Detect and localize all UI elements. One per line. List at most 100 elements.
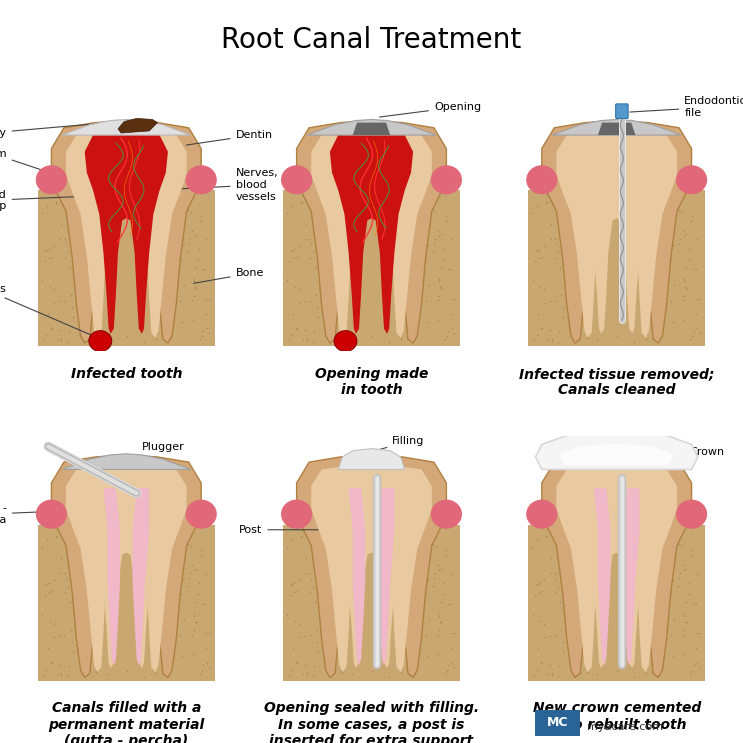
Text: Infected
pulp: Infected pulp: [0, 189, 103, 212]
Point: [611, 331, 623, 343]
Polygon shape: [348, 488, 366, 665]
Text: myacare.com: myacare.com: [587, 721, 663, 732]
Point: [446, 627, 458, 639]
Point: [420, 295, 432, 307]
Point: [52, 668, 64, 680]
Point: [538, 240, 550, 252]
Point: [686, 210, 698, 221]
Point: [284, 255, 296, 267]
Point: [44, 281, 56, 293]
Point: [678, 565, 690, 577]
Point: [36, 542, 48, 554]
Point: [48, 574, 59, 586]
Point: [539, 296, 551, 308]
Point: [679, 616, 691, 628]
Point: [444, 264, 456, 276]
Point: [66, 636, 78, 648]
Point: [533, 586, 545, 598]
Point: [694, 661, 706, 673]
Point: [305, 239, 317, 250]
Point: [304, 295, 316, 307]
Point: [311, 565, 323, 577]
Point: [529, 255, 541, 267]
Polygon shape: [542, 455, 692, 678]
Point: [553, 325, 565, 337]
Point: [77, 575, 88, 587]
Point: [611, 665, 623, 677]
Point: [531, 534, 543, 546]
Point: [557, 302, 568, 314]
Point: [412, 279, 424, 291]
Point: [554, 596, 566, 608]
Point: [59, 573, 71, 585]
Point: [433, 273, 445, 285]
Point: [324, 227, 336, 239]
Point: [526, 207, 538, 219]
Point: [80, 335, 91, 347]
Point: [672, 245, 684, 257]
Point: [433, 230, 445, 242]
Point: [694, 293, 706, 305]
Polygon shape: [296, 455, 447, 678]
Point: [655, 584, 667, 596]
Polygon shape: [536, 430, 698, 470]
Point: [684, 334, 696, 345]
Point: [301, 333, 313, 345]
Point: [204, 293, 215, 305]
Polygon shape: [557, 463, 677, 672]
Polygon shape: [528, 190, 705, 346]
Point: [658, 614, 669, 626]
Point: [204, 628, 215, 640]
Point: [190, 616, 202, 628]
Point: [658, 224, 670, 236]
Point: [549, 252, 561, 264]
Point: [190, 262, 202, 273]
Point: [65, 623, 77, 635]
Point: [51, 189, 63, 201]
Point: [536, 658, 548, 669]
Point: [194, 334, 206, 345]
Point: [53, 659, 65, 671]
Point: [291, 250, 303, 262]
Point: [197, 659, 209, 671]
Point: [172, 610, 184, 622]
Point: [552, 670, 564, 682]
Point: [283, 669, 295, 681]
Point: [322, 241, 334, 253]
Point: [312, 311, 324, 323]
Point: [150, 333, 162, 345]
Point: [640, 333, 652, 345]
Point: [687, 331, 698, 343]
Point: [189, 282, 201, 293]
Point: [195, 210, 207, 221]
Point: [190, 562, 202, 574]
Point: [433, 610, 445, 622]
Point: [550, 233, 562, 244]
Point: [529, 589, 541, 601]
Point: [90, 666, 102, 678]
Point: [336, 332, 348, 344]
Point: [305, 233, 317, 244]
Point: [160, 313, 172, 325]
Point: [546, 669, 558, 681]
Point: [433, 290, 445, 302]
Point: [580, 666, 592, 678]
Point: [402, 666, 414, 678]
Point: [194, 668, 206, 680]
Point: [435, 616, 447, 628]
Point: [666, 651, 678, 663]
Point: [311, 636, 323, 648]
Point: [36, 274, 48, 286]
Point: [429, 567, 441, 579]
Point: [532, 245, 544, 257]
Ellipse shape: [36, 499, 67, 529]
Point: [189, 616, 201, 628]
Point: [409, 289, 421, 301]
Point: [90, 331, 102, 343]
Point: [67, 646, 79, 658]
Point: [197, 264, 209, 276]
Polygon shape: [283, 525, 460, 681]
Point: [679, 282, 691, 293]
Point: [318, 558, 330, 570]
Polygon shape: [330, 135, 413, 334]
